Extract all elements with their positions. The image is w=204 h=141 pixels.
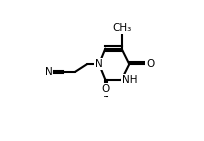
Text: N: N xyxy=(45,67,52,77)
Text: CH₃: CH₃ xyxy=(111,23,131,33)
Text: NH: NH xyxy=(122,75,137,85)
Text: O: O xyxy=(101,84,109,94)
Text: O: O xyxy=(145,59,154,69)
Text: N: N xyxy=(95,59,102,69)
